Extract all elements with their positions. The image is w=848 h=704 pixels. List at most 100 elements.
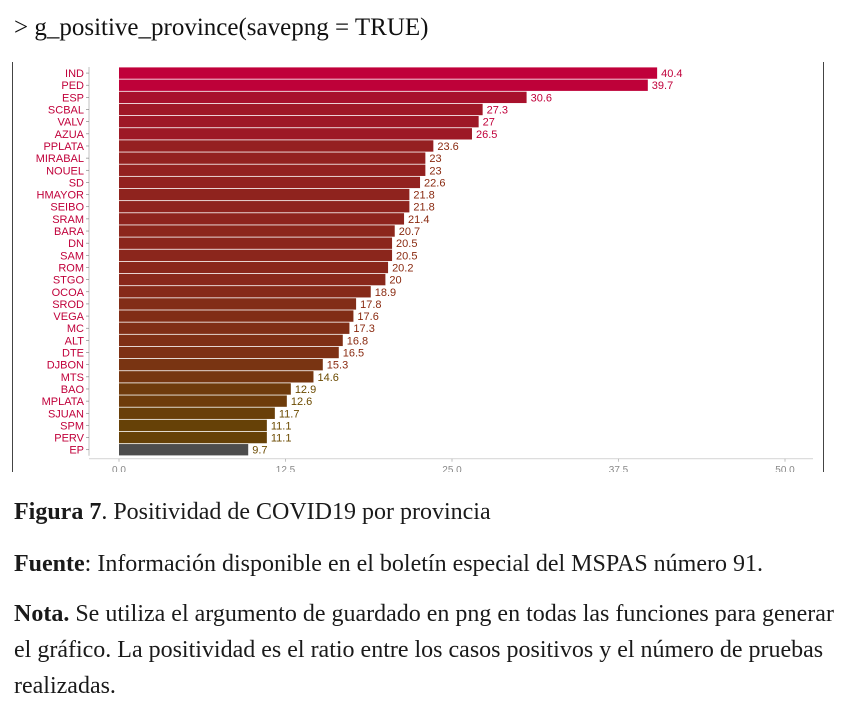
data-label-bg [395,225,427,237]
data-label-bg [658,68,690,79]
category-label: ALT [65,335,85,347]
source-label: Fuente [14,551,85,577]
note-text: Se utiliza el argumento de guardado en p… [14,601,834,699]
data-label: 14.6 [317,372,338,384]
bar-dn [119,237,393,249]
category-label: SROD [52,299,84,311]
data-label: 16.8 [347,335,368,347]
data-label: 17.6 [357,311,378,323]
x-tick-label: 0.0 [112,465,126,472]
category-label: SEIBO [50,202,84,214]
note-caption: Nota. Se utiliza el argumento de guardad… [14,596,834,704]
category-label: MC [67,323,84,335]
data-label-bg [434,140,466,152]
bar-ind [119,67,658,79]
category-label: SD [69,177,84,189]
figure-text: . Positividad de COVID19 por provincia [101,499,491,525]
data-label: 11.7 [279,408,300,420]
data-label: 9.7 [252,445,267,457]
category-label: STGO [53,275,85,287]
category-label: OCOA [52,287,85,299]
data-label-bg [386,274,405,285]
bar-mplata [119,395,287,407]
bar-ped [119,79,648,91]
data-label-bg [393,238,425,249]
data-label: 11.1 [271,420,292,432]
category-label: DN [68,238,84,250]
data-label: 15.3 [327,360,348,372]
figure-caption: Figura 7. Positividad de COVID19 por pro… [14,494,491,530]
data-label: 17.8 [360,299,381,311]
category-label: BARA [54,226,85,238]
data-label-bg [421,177,453,188]
bar-sd [119,176,421,189]
data-label-bg [291,383,324,395]
data-label: 27 [483,117,495,129]
data-label-bg [249,444,275,455]
bar-vega [119,310,354,322]
bar-dte [119,346,339,359]
data-label-bg [354,311,386,322]
data-label-bg [479,116,499,127]
category-label: MPLATA [42,396,85,408]
source-text: : Información disponible en el boletín e… [84,551,763,577]
bar-mc [119,322,350,334]
bar-spm [119,419,267,432]
x-tick-label: 25.0 [442,465,462,472]
category-label: MIRABAL [36,153,84,165]
bar-stgo [119,273,386,286]
bar-sram [119,213,405,225]
bar-sjuan [119,407,275,419]
data-label: 16.5 [343,348,364,360]
data-label: 40.4 [661,68,682,80]
data-label: 21.4 [408,214,429,226]
data-label-bg [339,347,371,358]
category-label: HMAYOR [37,190,85,202]
category-label: VALV [58,117,85,129]
bar-rom [119,261,389,274]
data-label: 26.5 [476,129,497,141]
data-label-bg [267,420,300,431]
source-caption: Fuente: Información disponible en el bol… [14,546,763,582]
data-label-bg [393,250,425,261]
bar-hmayor [119,188,410,201]
data-label-bg [472,128,505,139]
data-label-bg [323,359,355,370]
bar-esp [119,91,527,104]
category-label: VEGA [53,311,84,323]
bar-seibo [119,201,410,213]
category-label: PERV [54,433,84,445]
data-label: 11.1 [271,433,292,445]
data-label-bg [410,201,442,212]
bar-srod [119,298,357,310]
data-label: 21.8 [413,190,434,202]
data-label-bg [648,80,681,91]
data-label: 20.2 [392,262,413,274]
data-label-bg [350,323,382,334]
category-label: BAO [61,384,85,396]
category-label: DTE [62,348,84,360]
data-label-bg [314,371,346,382]
data-label-bg [426,153,445,164]
data-label: 20.5 [396,250,417,262]
data-label: 39.7 [652,80,673,92]
data-label: 20 [389,275,401,287]
bar-perv [119,431,267,444]
category-label: ESP [62,92,84,104]
x-tick-label: 12.5 [276,465,296,472]
bar-sam [119,249,393,261]
bar-bara [119,225,395,237]
data-label: 12.9 [295,384,316,396]
positivity-bar-chart: IND 40.4 PED 39.7 ESP 30.6 SCBAL 27.3 VALV 27 AZUA… [36,67,813,472]
category-label: SCBAL [48,105,84,117]
data-label: 20.5 [396,238,417,250]
data-label-bg [527,92,559,103]
category-label: AZUA [55,129,85,141]
data-label-bg [426,165,445,176]
console-command: > g_positive_province(savepng = TRUE) [14,14,429,41]
data-label-bg [483,104,515,115]
data-label: 12.6 [291,396,312,408]
category-label: DJBON [47,360,84,372]
bar-ocoa [119,286,371,298]
category-label: SAM [60,250,84,262]
